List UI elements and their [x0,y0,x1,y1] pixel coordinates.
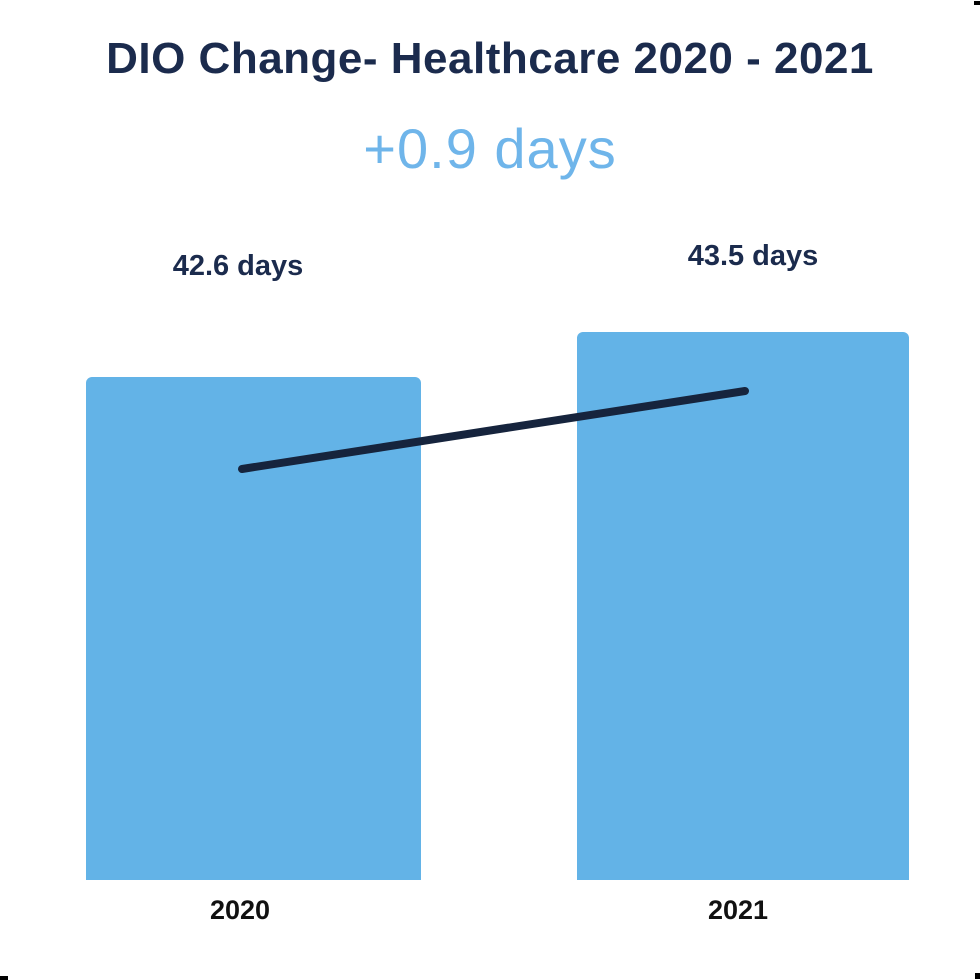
chart-title: DIO Change- Healthcare 2020 - 2021 [106,34,874,83]
change-callout: +0.9 days [363,117,617,180]
x-axis-label-2020: 2020 [209,895,271,925]
x-axis-label-2021: 2021 [707,895,769,925]
corner-artifact-bottom-right [975,973,980,979]
bar-2021 [577,332,909,880]
value-label-2021: 43.5 days [687,240,819,272]
value-label-2020: 42.6 days [172,250,304,282]
bar-2020 [86,377,421,880]
corner-artifact-bottom-left [0,976,8,980]
corner-artifact-top-right [974,1,980,5]
